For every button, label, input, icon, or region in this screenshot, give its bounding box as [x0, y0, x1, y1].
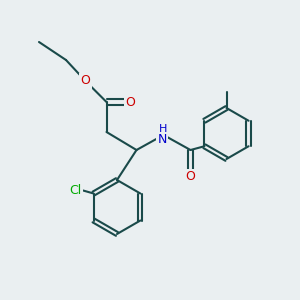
Text: O: O: [81, 74, 90, 88]
Text: H: H: [159, 124, 168, 134]
Text: Cl: Cl: [70, 184, 82, 197]
Text: O: O: [186, 170, 195, 184]
Text: N: N: [157, 133, 167, 146]
Text: O: O: [126, 95, 135, 109]
